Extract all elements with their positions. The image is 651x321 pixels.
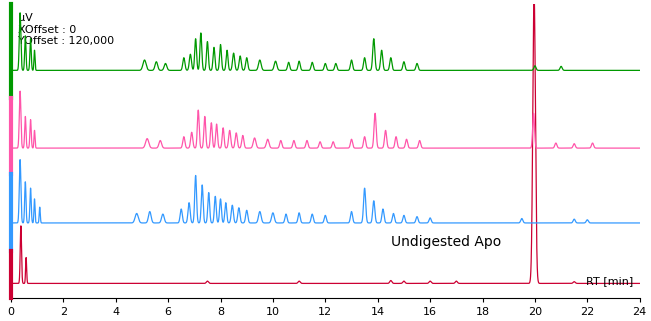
Text: RT [min]: RT [min]	[586, 276, 633, 286]
Text: Undigested Apo: Undigested Apo	[391, 235, 501, 249]
Text: μV
XOffset : 0
YOffset : 120,000: μV XOffset : 0 YOffset : 120,000	[18, 13, 115, 46]
